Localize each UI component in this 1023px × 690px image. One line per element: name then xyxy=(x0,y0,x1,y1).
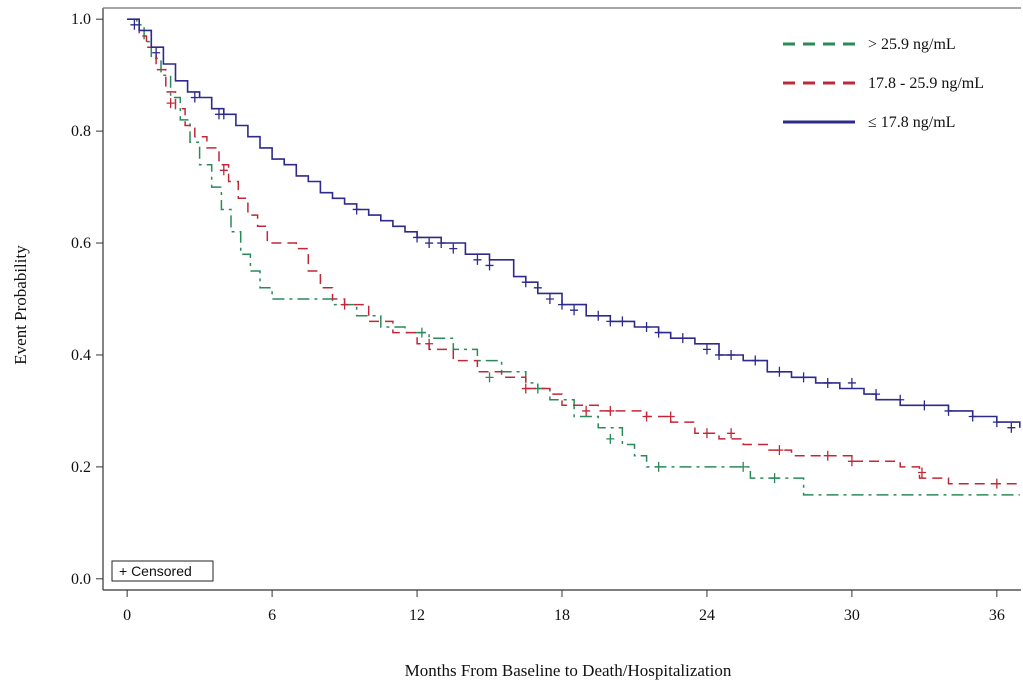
censor-mark xyxy=(130,19,139,30)
y-axis-label: Event Probability xyxy=(11,245,30,365)
x-tick-label: 0 xyxy=(123,607,131,624)
censor-mark xyxy=(775,445,784,456)
censor-mark xyxy=(847,377,856,388)
censor-mark xyxy=(521,277,530,288)
censor-mark xyxy=(582,405,591,416)
censor-mark xyxy=(618,316,627,327)
censor-mark xyxy=(642,321,651,332)
y-tick-label: 0.8 xyxy=(71,123,91,140)
censor-mark xyxy=(485,260,494,271)
censor-mark xyxy=(425,338,434,349)
censor-mark xyxy=(521,383,530,394)
censor-mark xyxy=(715,349,724,360)
series-line xyxy=(127,18,1021,428)
censor-mark xyxy=(654,327,663,338)
legend-label: ≤ 17.8 ng/mL xyxy=(868,114,955,131)
series-2 xyxy=(127,18,1020,489)
series-3 xyxy=(127,18,1021,433)
y-tick-label: 0.6 xyxy=(71,235,91,252)
censor-mark xyxy=(896,394,905,405)
y-tick-label: 1.0 xyxy=(71,11,91,28)
censor-mark xyxy=(751,355,760,366)
series-layer xyxy=(127,18,1021,496)
censor-mark xyxy=(920,400,929,411)
censor-mark xyxy=(485,372,494,383)
y-axis: 0.0 0.2 0.4 0.6 0.8 1.0 xyxy=(71,11,103,588)
y-tick-label: 0.4 xyxy=(71,347,91,364)
series-1 xyxy=(127,18,1020,496)
censor-mark xyxy=(992,478,1001,489)
censor-mark xyxy=(872,389,881,400)
censor-mark xyxy=(425,238,434,249)
y-tick-label: 0.2 xyxy=(71,459,91,476)
censor-mark xyxy=(606,433,615,444)
censor-mark xyxy=(992,417,1001,428)
censor-mark xyxy=(775,366,784,377)
censor-mark xyxy=(190,92,199,103)
x-axis-label: Months From Baseline to Death/Hospitaliz… xyxy=(405,661,732,680)
censored-legend-label: + Censored xyxy=(119,563,192,579)
censor-mark xyxy=(702,428,711,439)
censor-mark xyxy=(570,305,579,316)
x-tick-label: 36 xyxy=(989,607,1005,624)
censor-mark xyxy=(739,461,748,472)
censor-mark xyxy=(152,47,161,58)
series-line xyxy=(127,18,1020,496)
legend-label: > 25.9 ng/mL xyxy=(868,36,956,53)
censor-mark xyxy=(413,232,422,243)
legend-label: 17.8 - 25.9 ng/mL xyxy=(868,75,984,92)
censor-mark xyxy=(702,344,711,355)
x-tick-label: 30 xyxy=(844,607,860,624)
censor-mark xyxy=(166,98,175,109)
censor-mark xyxy=(770,473,779,484)
censor-mark xyxy=(799,372,808,383)
censor-mark xyxy=(823,377,832,388)
series-line xyxy=(127,18,1020,485)
censored-legend-box: + Censored xyxy=(111,560,214,582)
x-axis: 0 6 12 18 24 30 36 xyxy=(123,590,1005,624)
censor-mark xyxy=(678,333,687,344)
censor-mark xyxy=(219,165,228,176)
censor-mark xyxy=(219,109,228,120)
censor-mark xyxy=(727,428,736,439)
censor-mark xyxy=(642,411,651,422)
censor-mark xyxy=(545,294,554,304)
x-tick-label: 12 xyxy=(409,607,425,624)
censor-mark xyxy=(606,405,615,416)
censor-mark xyxy=(727,349,736,360)
censor-mark xyxy=(917,467,926,478)
censor-mark xyxy=(1007,422,1016,433)
censor-mark xyxy=(417,327,426,338)
censor-mark xyxy=(437,238,446,249)
x-tick-label: 6 xyxy=(268,607,276,624)
censor-mark xyxy=(352,204,361,215)
censor-mark xyxy=(449,243,458,254)
censor-mark xyxy=(823,450,832,461)
censor-mark xyxy=(594,310,603,321)
censor-mark xyxy=(847,456,856,467)
censor-mark xyxy=(473,254,482,265)
x-tick-label: 24 xyxy=(699,607,715,624)
y-tick-label: 0.0 xyxy=(71,571,91,588)
legend: > 25.9 ng/mL 17.8 - 25.9 ng/mL ≤ 17.8 ng/m… xyxy=(783,36,984,131)
censor-mark xyxy=(666,411,675,422)
censor-mark xyxy=(558,299,566,310)
censor-mark xyxy=(340,299,349,310)
censor-mark xyxy=(654,461,663,472)
censor-mark xyxy=(533,282,542,293)
censor-mark xyxy=(968,411,977,422)
x-tick-label: 18 xyxy=(554,607,570,624)
censor-mark xyxy=(606,316,615,327)
censor-mark xyxy=(944,405,953,416)
